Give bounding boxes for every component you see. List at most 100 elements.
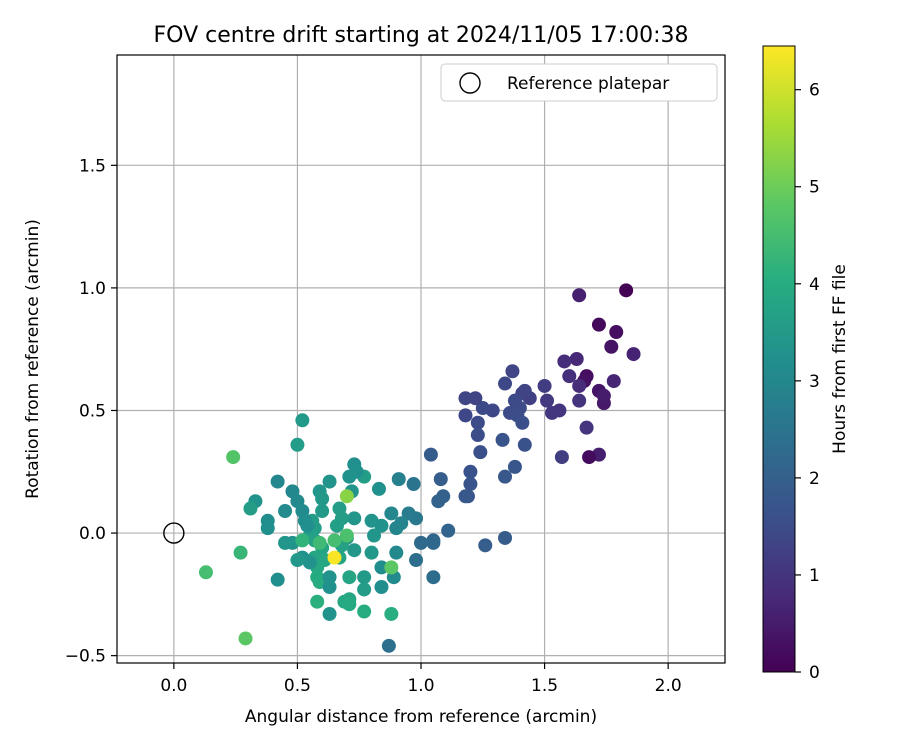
data-point [498,530,513,545]
colorbar: 0 1 2 3 4 5 6 Hours from first FF file [762,45,850,683]
data-point [339,528,354,543]
data-point [315,504,330,518]
data-point [433,472,448,487]
data-point [458,391,473,406]
data-point [290,553,305,568]
data-point [537,378,552,393]
colorbar-tick-label: 0 [809,663,820,683]
data-point [572,288,587,303]
data-point [470,415,485,430]
data-point [322,570,337,585]
data-point [371,481,386,496]
data-point [295,533,310,548]
data-point [322,474,337,489]
y-tick-label: −0.5 [65,647,106,667]
x-tick-label: 0.0 [160,676,187,696]
data-point [327,550,342,565]
data-point [458,489,473,504]
data-point [322,580,337,594]
data-point [475,401,490,416]
data-point [458,408,473,423]
data-point [401,506,416,521]
data-point [226,450,241,465]
data-point [463,464,478,479]
data-point [606,374,621,389]
data-point [507,459,522,474]
data-point [468,391,483,406]
data-point [389,521,404,536]
chart-title: FOV centre drift starting at 2024/11/05 … [154,23,689,48]
colorbar-ticks: 0 1 2 3 4 5 6 [795,81,820,683]
data-point [329,518,344,533]
data-point [470,428,485,442]
data-point [342,469,357,484]
data-point [391,472,406,487]
data-point [498,376,513,391]
data-point [384,560,399,575]
colorbar-tick-label: 2 [809,469,820,489]
x-tick-label: 0.5 [284,676,311,696]
data-point [604,339,619,354]
data-point [357,604,372,619]
data-point [347,543,362,558]
legend-reference-marker [459,72,481,94]
data-point [463,477,478,492]
data-point [339,489,354,504]
data-point [423,447,438,462]
data-point [233,545,248,560]
data-point [278,535,293,550]
data-point [357,582,372,597]
colorbar-gradient [762,45,796,673]
data-point [409,553,424,568]
data-point [357,570,372,585]
data-point [554,450,569,465]
data-point [495,432,510,447]
legend-box [440,63,718,102]
data-point [572,393,587,408]
data-point [626,347,641,362]
data-point [515,415,530,430]
data-point [572,378,587,393]
y-tick-label: 0.5 [79,401,106,421]
data-point [426,535,441,550]
data-point [414,535,428,550]
colorbar-tick-label: 5 [809,178,820,198]
data-point [544,405,559,420]
grid [117,55,725,663]
data-point [290,437,305,452]
data-point [426,570,441,585]
legend: Reference platepar [440,63,718,102]
data-point [243,501,258,516]
x-axis-ticks: 0.0 0.5 1.0 1.5 2.0 [160,663,682,696]
data-points [198,283,641,653]
colorbar-tick-label: 4 [809,275,820,295]
colorbar-tick-label: 6 [809,81,820,101]
data-point [609,325,624,340]
data-point [406,477,421,492]
data-point [619,283,634,298]
data-point [517,437,532,452]
y-axis-label: Rotation from reference (arcmin) [23,219,43,499]
data-point [498,469,513,484]
reference-platepar-marker [163,522,185,544]
data-point [198,565,213,580]
data-point [582,450,597,465]
data-point [381,638,396,653]
data-point [322,606,337,621]
data-point [478,538,493,553]
x-tick-label: 2.0 [655,676,682,696]
data-point [505,364,520,379]
data-point [374,580,389,594]
data-point [364,545,379,560]
y-tick-label: 1.5 [79,156,106,176]
y-axis-ticks: −0.5 0.0 0.5 1.0 1.5 [65,156,117,667]
data-point [310,594,325,609]
data-point [596,388,611,403]
data-point [347,511,362,526]
colorbar-label: Hours from first FF file [830,264,850,454]
data-point [473,445,488,460]
x-tick-label: 1.5 [531,676,558,696]
data-point [270,474,285,489]
